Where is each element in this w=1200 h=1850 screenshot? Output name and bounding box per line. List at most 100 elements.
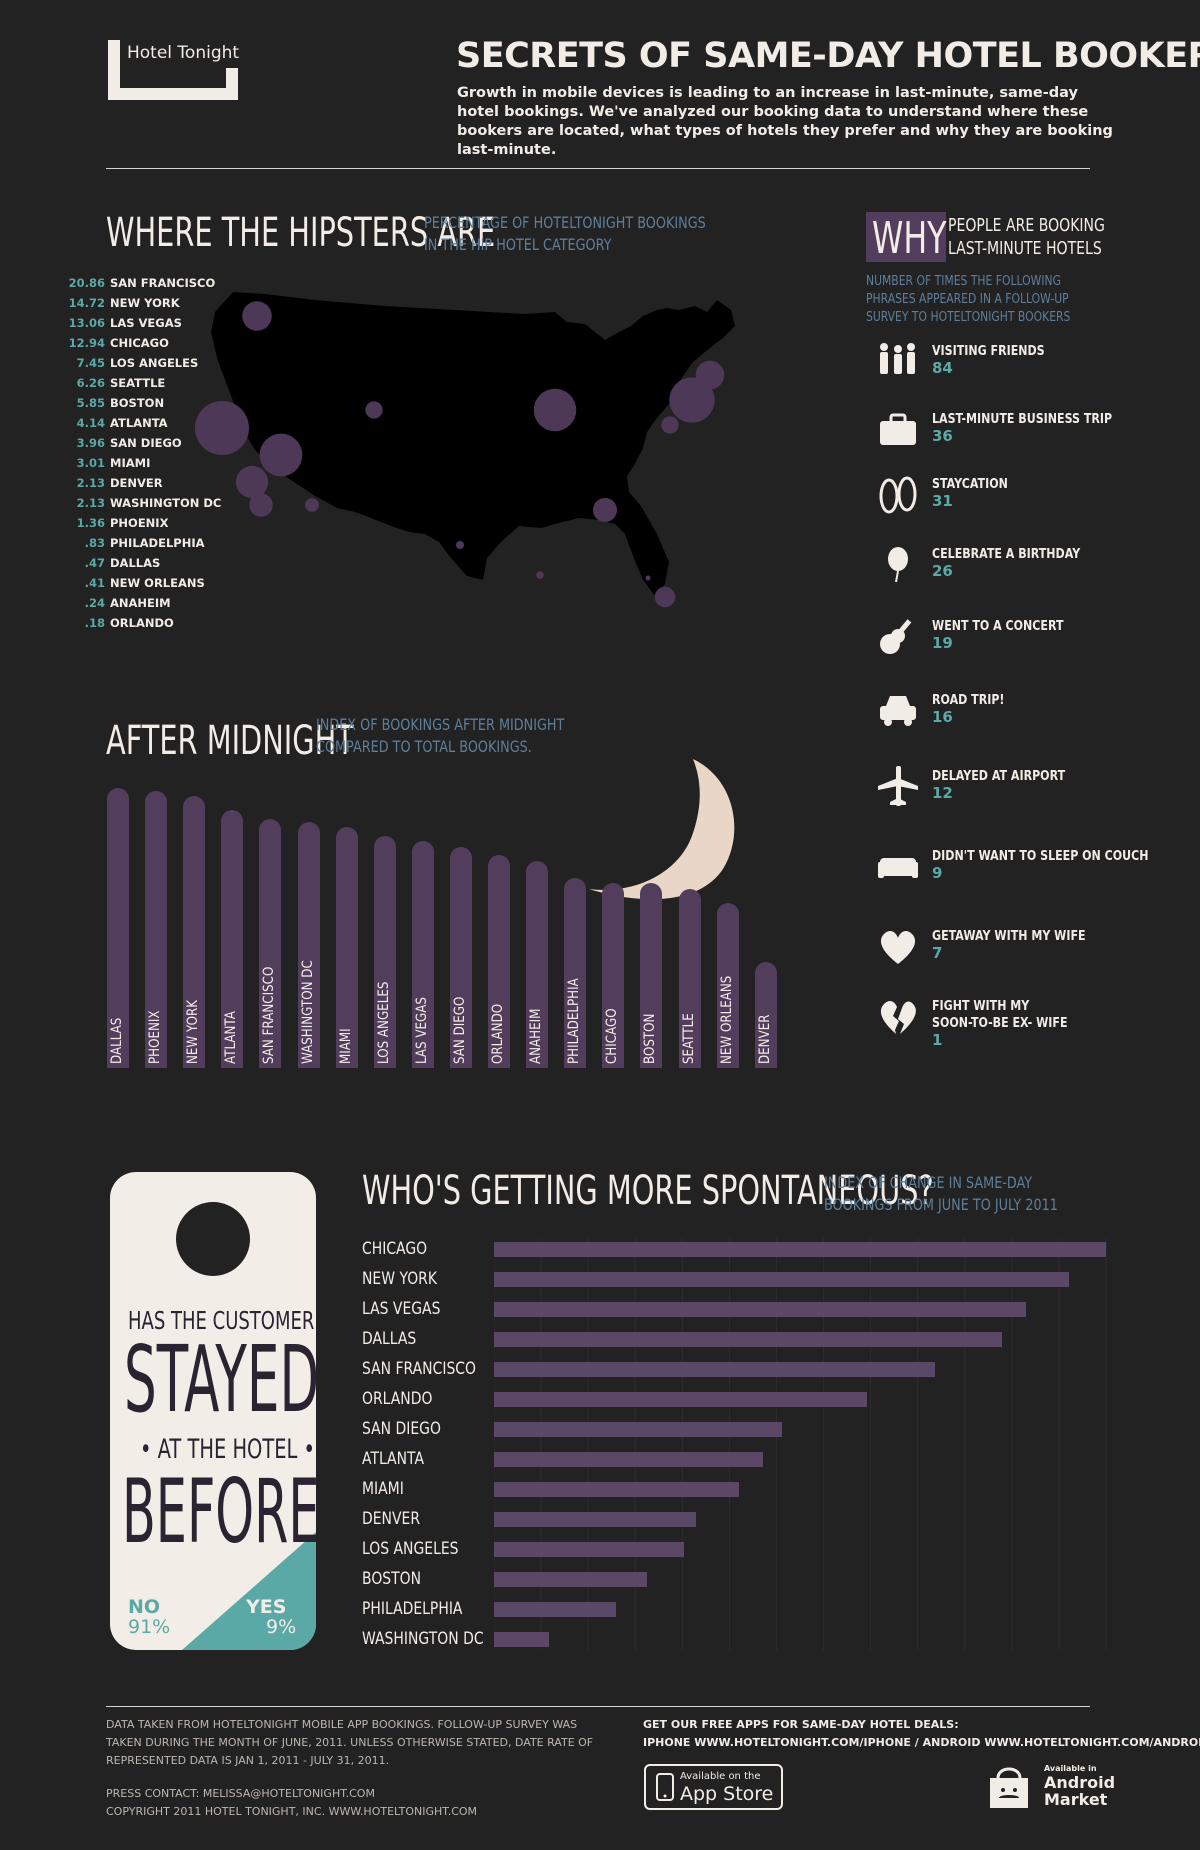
hipsters-city: ORLANDO xyxy=(110,616,174,630)
hipsters-bubble xyxy=(533,388,577,432)
why-label: DELAYED AT AIRPORT xyxy=(932,769,1066,784)
why-badge-text: WHY xyxy=(872,213,947,264)
midnight-bar xyxy=(335,827,358,1068)
hipsters-value: .18 xyxy=(84,616,105,630)
hanger-no-label: NO xyxy=(128,1596,161,1618)
spontaneous-city-label: MIAMI xyxy=(362,1479,404,1499)
hanger-yes-label: YES xyxy=(246,1596,287,1618)
people-icon xyxy=(880,343,915,374)
footer-note-line1: DATA TAKEN FROM HOTELTONIGHT MOBILE APP … xyxy=(106,1718,578,1731)
why-label: ROAD TRIP! xyxy=(932,693,1005,708)
hipsters-city: WASHINGTON DC xyxy=(110,496,222,510)
midnight-bar xyxy=(449,846,472,1068)
midnight-bar xyxy=(297,821,320,1068)
hipsters-city: DALLAS xyxy=(110,556,161,570)
midnight-bar-label: SAN FRANCISCO xyxy=(261,966,278,1064)
hipsters-city: SAN FRANCISCO xyxy=(110,276,216,290)
hipsters-bubble xyxy=(695,360,725,390)
midnight-bar xyxy=(564,877,587,1068)
android-big-line2: Market xyxy=(1044,1790,1108,1809)
spontaneous-city-label: LOS ANGELES xyxy=(362,1539,459,1559)
why-label: GETAWAY WITH MY WIFE xyxy=(932,929,1086,944)
hipsters-row: 4.14 ATLANTA xyxy=(0,416,300,436)
hipsters-bubble xyxy=(645,575,651,581)
hanger-no-value: 91% xyxy=(128,1616,171,1638)
spontaneous-bar xyxy=(494,1512,696,1527)
spontaneous-bar xyxy=(494,1632,550,1647)
why-title-line1: PEOPLE ARE BOOKING xyxy=(948,215,1105,236)
android-market-badge[interactable]: Available in Android Market xyxy=(988,1762,1115,1810)
hipsters-value: 1.36 xyxy=(76,516,105,530)
hipsters-value: .47 xyxy=(84,556,105,570)
hipsters-subtitle-line1: PERCENTAGE OF HOTELTONIGHT BOOKINGS xyxy=(424,213,706,232)
hoteltonight-logo: Hotel Tonight xyxy=(108,40,240,100)
spontaneous-city-label: PHILADELPHIA xyxy=(362,1599,463,1619)
why-subtitle-line3: SURVEY TO HOTELTONIGHT BOOKERS xyxy=(866,309,1071,325)
android-bag-icon xyxy=(990,1767,1028,1808)
logo-text: Hotel Tonight xyxy=(127,43,240,63)
iphone-icon xyxy=(656,1773,674,1801)
hipsters-row: 2.13 WASHINGTON DC xyxy=(0,496,300,516)
hipsters-bubble xyxy=(305,498,319,512)
why-label: LAST-MINUTE BUSINESS TRIP xyxy=(932,412,1113,427)
midnight-bar xyxy=(716,902,739,1068)
hipsters-row: 14.72 NEW YORK xyxy=(0,296,300,316)
intro-text: Growth in mobile devices is leading to a… xyxy=(457,85,1113,158)
hipsters-value: 3.96 xyxy=(76,436,105,450)
hipsters-row: 7.45 LOS ANGELES xyxy=(0,356,300,376)
midnight-bar-label: ORLANDO xyxy=(490,1003,506,1064)
spontaneous-city-label: CHICAGO xyxy=(362,1239,428,1259)
app-store-big-text: App Store xyxy=(680,1783,774,1805)
spontaneous-city-label: BOSTON xyxy=(362,1569,422,1589)
hanger-line1: HAS THE CUSTOMER xyxy=(128,1306,315,1335)
midnight-bar xyxy=(526,860,549,1068)
hipsters-value: 2.13 xyxy=(76,476,105,490)
spontaneous-bar xyxy=(494,1332,1002,1347)
hipsters-bubble xyxy=(455,540,465,550)
hanger-hole xyxy=(176,1202,250,1276)
midnight-subtitle-line1: INDEX OF BOOKINGS AFTER MIDNIGHT xyxy=(316,715,565,734)
hipsters-bubble xyxy=(253,487,259,493)
midnight-bar-label: CHICAGO xyxy=(604,1008,621,1064)
hipsters-row: .24 ANAHEIM xyxy=(0,596,300,616)
app-store-small-text: Available on the xyxy=(680,1771,761,1782)
hipsters-row: .83 PHILADELPHIA xyxy=(0,536,300,556)
why-count: 36 xyxy=(932,427,953,445)
why-count: 1 xyxy=(932,1031,943,1049)
app-store-badge[interactable]: Available on the App Store xyxy=(644,1764,783,1810)
hipsters-value: 4.14 xyxy=(76,416,105,430)
midnight-bar xyxy=(183,796,206,1068)
midnight-bar-label: WASHINGTON DC xyxy=(299,960,316,1064)
midnight-bar-label: NEW YORK xyxy=(185,999,202,1064)
hipsters-row: 13.06 LAS VEGAS xyxy=(0,316,300,336)
hipsters-value: 6.26 xyxy=(76,376,105,390)
hipsters-city: NEW YORK xyxy=(110,296,180,310)
apps-line2[interactable]: IPHONE WWW.HOTELTONIGHT.COM/IPHONE / AND… xyxy=(643,1736,1200,1749)
midnight-subtitle-line2: COMPARED TO TOTAL BOOKINGS. xyxy=(316,737,532,756)
broken-heart-icon xyxy=(880,1000,916,1034)
spontaneous-city-label: DALLAS xyxy=(362,1329,417,1349)
spontaneous-bar xyxy=(494,1392,868,1407)
press-contact[interactable]: PRESS CONTACT: MELISSA@HOTELTONIGHT.COM xyxy=(106,1787,375,1800)
spontaneous-city-label: LAS VEGAS xyxy=(362,1299,441,1319)
why-count: 9 xyxy=(932,864,943,882)
hipsters-city: PHOENIX xyxy=(110,516,169,530)
hipsters-row: 5.85 BOSTON xyxy=(0,396,300,416)
midnight-bar-label: SEATTLE xyxy=(680,1013,697,1064)
hanger-yes-wedge xyxy=(182,1532,316,1650)
spontaneous-bar xyxy=(494,1482,739,1497)
midnight-title: AFTER MIDNIGHT xyxy=(106,718,354,764)
hipsters-value: 13.06 xyxy=(68,316,105,330)
hipsters-bubble xyxy=(195,401,249,455)
hipsters-value: 14.72 xyxy=(68,296,105,310)
hipsters-row: 3.96 SAN DIEGO xyxy=(0,436,300,456)
hipsters-row: .41 NEW ORLEANS xyxy=(0,576,300,596)
hipsters-row: 2.13 DENVER xyxy=(0,476,300,496)
hanger-line2: STAYED xyxy=(124,1326,316,1433)
midnight-bar xyxy=(373,835,396,1068)
hipsters-city: CHICAGO xyxy=(110,336,169,350)
copyright: COPYRIGHT 2011 HOTEL TONIGHT, INC. WWW.H… xyxy=(106,1805,478,1818)
why-count: 31 xyxy=(932,492,953,510)
hipsters-title: WHERE THE HIPSTERS ARE xyxy=(106,210,496,256)
why-count: 16 xyxy=(932,708,953,726)
